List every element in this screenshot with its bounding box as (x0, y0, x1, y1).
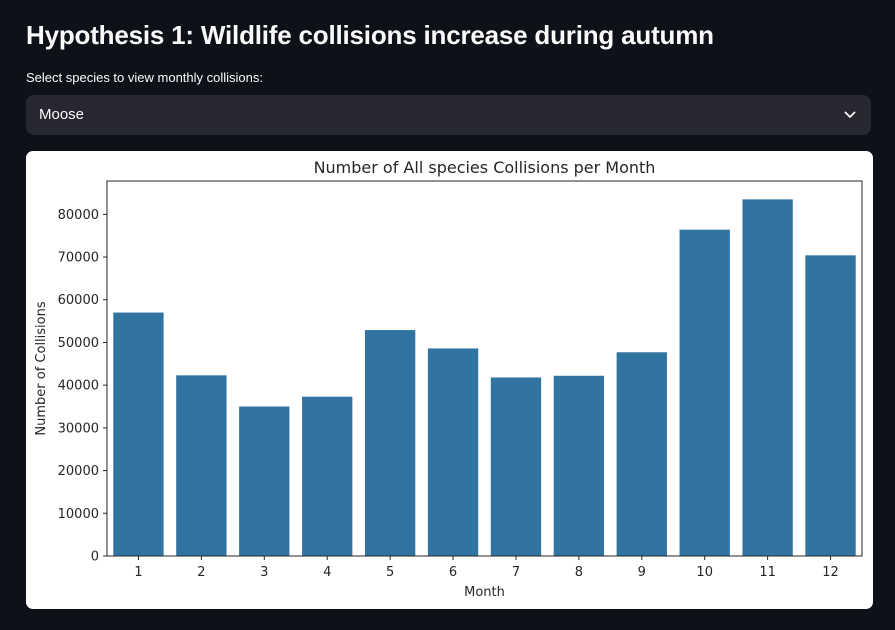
y-tick-label: 20000 (58, 464, 99, 479)
x-tick-label: 4 (323, 565, 331, 580)
plot-frame (106, 180, 863, 557)
y-axis-label: Number of Collisions (34, 301, 49, 435)
chart-title: Number of All species Collisions per Mon… (314, 158, 656, 177)
x-tick-label: 12 (822, 565, 839, 580)
bar-month-5 (364, 330, 416, 556)
y-tick-label: 60000 (58, 293, 99, 308)
bar-month-9 (616, 352, 667, 556)
species-select[interactable]: Moose (26, 95, 871, 135)
bar-month-2 (176, 375, 227, 556)
y-tick-label: 0 (91, 550, 99, 565)
species-select-label: Select species to view monthly collision… (26, 70, 263, 85)
y-tick-label: 80000 (58, 208, 99, 223)
bar-month-11 (742, 199, 793, 556)
bar-month-10 (679, 229, 730, 556)
x-tick-label: 5 (386, 565, 394, 580)
y-axis: 0 10000 20000 30000 40000 50000 60000 70000 8000… (58, 208, 107, 565)
x-tick-label: 8 (575, 565, 583, 580)
x-axis-label: Month (464, 585, 505, 600)
page-title: Hypothesis 1: Wildlife collisions increa… (26, 20, 714, 50)
bar-month-12 (805, 255, 856, 556)
y-tick-label: 40000 (58, 379, 99, 394)
bars-layer (113, 199, 856, 556)
y-tick-label: 30000 (58, 421, 99, 436)
bar-month-6 (427, 348, 479, 556)
bar-month-3 (239, 406, 290, 556)
x-axis: 1 2 3 4 5 6 7 8 9 10 11 12 (134, 556, 839, 580)
y-tick-label: 10000 (58, 507, 99, 522)
y-tick-label: 50000 (58, 336, 99, 351)
bar-month-8 (553, 375, 605, 556)
x-tick-label: 11 (759, 565, 776, 580)
x-tick-label: 10 (696, 565, 713, 580)
chevron-down-icon[interactable] (843, 108, 857, 122)
species-select-value: Moose (39, 106, 85, 123)
chart-card: 0 10000 20000 30000 40000 50000 60000 70000 8000… (26, 151, 873, 609)
x-tick-label: 6 (449, 565, 457, 580)
x-tick-label: 3 (260, 565, 268, 580)
collisions-bar-chart: 0 10000 20000 30000 40000 50000 60000 70000 8000… (34, 158, 863, 600)
bar-month-7 (490, 377, 542, 556)
y-tick-label: 70000 (58, 251, 99, 266)
x-tick-label: 1 (134, 565, 142, 580)
bar-month-1 (113, 312, 164, 556)
x-tick-label: 7 (512, 565, 520, 580)
x-tick-label: 9 (638, 565, 646, 580)
x-tick-label: 2 (197, 565, 205, 580)
bar-month-4 (302, 396, 353, 556)
